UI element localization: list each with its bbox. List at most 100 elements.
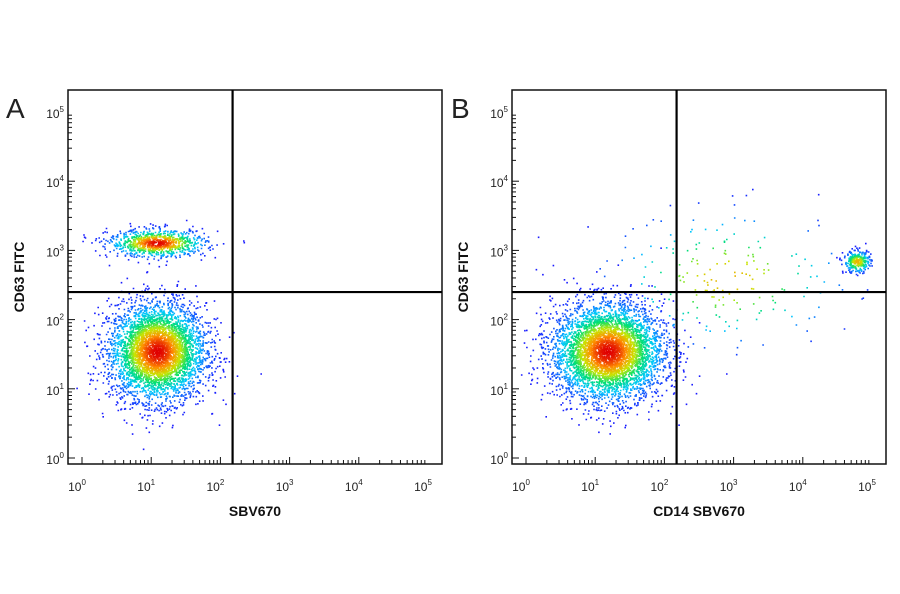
event-dots xyxy=(606,350,610,353)
x-tick-label: 105 xyxy=(858,478,876,494)
event-dots xyxy=(139,328,141,331)
event-dots xyxy=(129,233,191,387)
event-dots xyxy=(138,368,140,371)
event-dots xyxy=(542,341,545,354)
event-dots xyxy=(112,230,202,398)
event-dots xyxy=(599,343,612,360)
event-dots xyxy=(585,258,863,333)
event-dots xyxy=(601,345,616,358)
event-dots xyxy=(593,256,869,394)
event-dots xyxy=(137,248,177,350)
event-dots xyxy=(146,337,168,366)
event-dots xyxy=(604,219,866,339)
event-dots xyxy=(619,329,622,331)
event-dots xyxy=(870,253,872,255)
panel-letter: A xyxy=(6,93,25,124)
event-dots xyxy=(552,354,555,356)
event-dots xyxy=(174,334,176,336)
y-tick-label: 103 xyxy=(490,243,508,259)
event-dots xyxy=(126,353,129,359)
event-dots xyxy=(565,258,858,387)
event-dots xyxy=(574,256,866,389)
event-dots xyxy=(141,335,170,369)
event-dots xyxy=(137,374,140,376)
y-tick-label: 105 xyxy=(490,105,508,121)
y-tick-label: 100 xyxy=(46,451,64,467)
x-tick-label: 103 xyxy=(720,478,738,494)
y-axis-ticks xyxy=(68,114,75,459)
event-dots xyxy=(182,338,185,340)
event-dots xyxy=(598,343,619,358)
event-dots xyxy=(604,349,612,355)
event-dots xyxy=(123,333,126,335)
event-dots xyxy=(540,263,843,410)
event-dots xyxy=(542,247,728,426)
event-dots xyxy=(584,276,646,390)
x-tick-label: 101 xyxy=(137,478,155,494)
event-dots xyxy=(580,333,584,337)
event-dots xyxy=(596,388,599,391)
panel-letter: B xyxy=(451,93,470,124)
event-dots xyxy=(618,258,856,375)
x-tick-label: 103 xyxy=(276,478,294,494)
y-tick-label: 104 xyxy=(490,174,508,190)
event-dots xyxy=(626,264,865,354)
event-dots xyxy=(139,239,142,241)
event-dots xyxy=(635,229,860,383)
y-tick-label: 102 xyxy=(46,313,64,329)
x-axis-ticks xyxy=(81,457,426,464)
event-dots xyxy=(625,424,627,427)
event-dots xyxy=(108,354,126,388)
event-dots xyxy=(562,257,869,341)
event-cloud xyxy=(520,188,873,435)
y-tick-label: 101 xyxy=(490,382,508,398)
event-dots xyxy=(602,256,862,324)
y-tick-label: 105 xyxy=(46,105,64,121)
event-dots xyxy=(538,274,859,414)
x-axis-ticks xyxy=(525,457,870,464)
event-dots xyxy=(557,261,847,396)
event-dots xyxy=(634,334,638,339)
event-dots xyxy=(550,341,553,343)
panel-a: 100 101 102 103 104 105 100 101 102 103 104 105 SBV6… xyxy=(6,89,443,519)
event-dots xyxy=(172,424,174,427)
x-axis-label: SBV670 xyxy=(229,503,281,519)
event-dots xyxy=(643,340,646,343)
x-tick-label: 102 xyxy=(650,478,668,494)
event-dots xyxy=(598,347,606,362)
event-dots xyxy=(634,364,637,367)
event-dots xyxy=(147,240,168,360)
event-dots xyxy=(624,313,793,318)
x-tick-label: 102 xyxy=(206,478,224,494)
event-dots xyxy=(191,315,194,318)
y-tick-label: 102 xyxy=(490,313,508,329)
y-axis-label: CD63 FITC xyxy=(11,242,27,313)
event-dots xyxy=(136,362,149,375)
event-dots xyxy=(147,340,172,367)
event-dots xyxy=(126,383,129,385)
y-tick-label: 103 xyxy=(46,243,64,259)
event-dots xyxy=(642,344,645,360)
event-dots xyxy=(111,258,211,404)
event-dots xyxy=(151,342,167,363)
event-dots xyxy=(640,356,643,359)
event-dots xyxy=(606,256,858,342)
x-axis-label: CD14 SBV670 xyxy=(653,503,745,519)
event-dots xyxy=(197,340,199,342)
event-dots xyxy=(860,259,863,262)
y-axis-label: CD63 FITC xyxy=(455,242,471,313)
event-dots xyxy=(733,299,735,301)
x-tick-label: 104 xyxy=(789,478,807,494)
event-dots xyxy=(548,351,550,353)
x-tick-label: 105 xyxy=(414,478,432,494)
event-dots xyxy=(131,360,140,372)
event-dots xyxy=(605,345,616,359)
event-dots xyxy=(599,346,616,360)
event-dots xyxy=(628,260,858,350)
event-dots xyxy=(569,331,573,335)
y-tick-label: 104 xyxy=(46,174,64,190)
y-axis-ticks xyxy=(512,114,519,459)
event-dots xyxy=(600,262,856,375)
event-dots xyxy=(542,219,873,409)
event-dots xyxy=(583,263,864,375)
